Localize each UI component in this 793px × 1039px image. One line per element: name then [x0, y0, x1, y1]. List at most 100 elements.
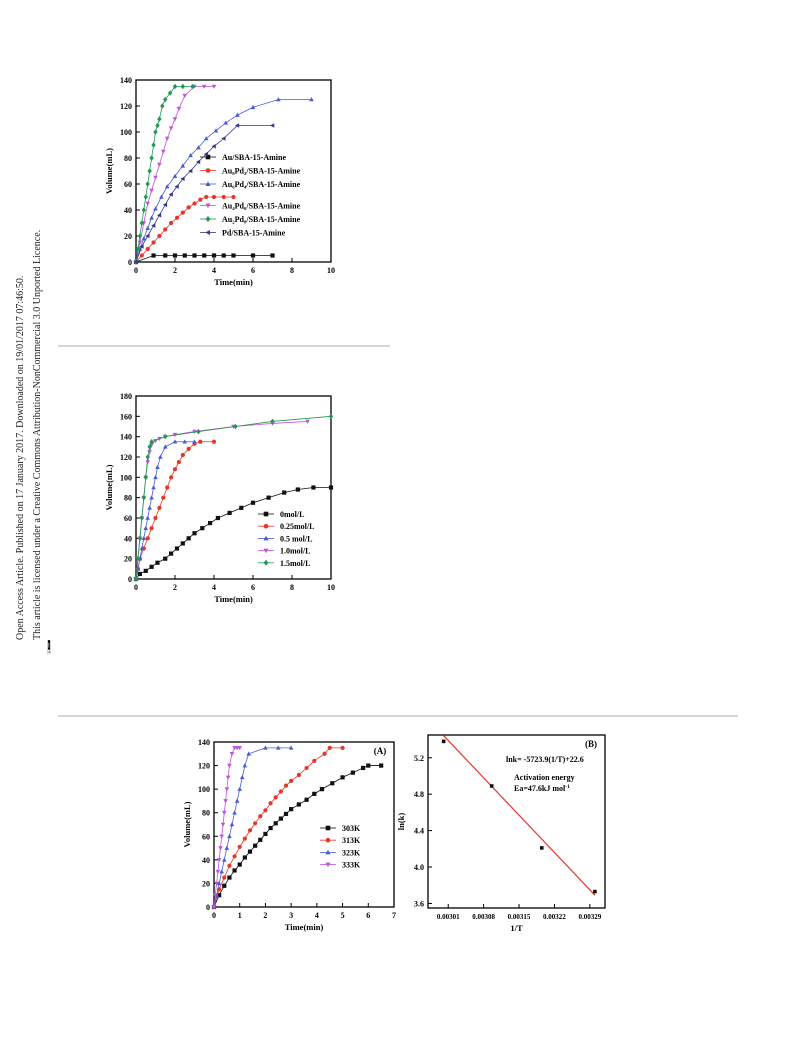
- data-point: [289, 807, 294, 812]
- x-tick-label: 4: [315, 911, 319, 920]
- x-tick-label: 0.00301: [437, 913, 460, 921]
- x-tick-label: 2: [263, 911, 267, 920]
- data-point: [223, 799, 228, 804]
- panel-label: (A): [374, 746, 387, 756]
- data-point: [203, 151, 208, 157]
- data-point: [180, 83, 186, 90]
- data-point: [231, 253, 236, 258]
- data-point: [196, 428, 201, 435]
- data-point: [135, 555, 141, 562]
- data-point: [311, 485, 316, 490]
- data-point: [212, 893, 218, 898]
- data-point: [278, 816, 283, 821]
- x-axis-label: 1/T: [510, 923, 523, 933]
- data-point: [282, 490, 287, 495]
- legend-label: Au₈Pd₂/SBA-15-Amine: [222, 167, 301, 176]
- plot-frame: [427, 734, 606, 909]
- x-tick-label: 6: [251, 583, 255, 592]
- data-point: [283, 811, 289, 816]
- x-axis-label: Time(min): [285, 922, 324, 932]
- legend-marker: [325, 862, 331, 868]
- legend-marker: [205, 229, 210, 236]
- data-point: [147, 444, 152, 450]
- data-point: [232, 868, 237, 873]
- data-point: [309, 97, 314, 102]
- data-point: [176, 106, 182, 112]
- data-point: [211, 143, 216, 149]
- data-point: [221, 253, 226, 258]
- cc-by-nc-badge-icon[interactable]: cc BY-NC: [7, 640, 91, 654]
- data-point: [143, 525, 149, 530]
- data-point: [233, 423, 238, 430]
- data-point: [169, 220, 174, 226]
- x-tick-label: 0: [134, 266, 138, 275]
- data-point: [202, 253, 207, 258]
- data-point: [172, 253, 178, 258]
- y-tick-label: 80: [124, 154, 132, 163]
- x-tick-label: 10: [327, 583, 335, 592]
- data-point: [145, 201, 151, 206]
- data-point: [186, 446, 191, 451]
- data-point: [242, 763, 248, 768]
- x-tick-label: 3: [289, 911, 293, 920]
- data-point: [319, 787, 325, 792]
- data-point: [149, 495, 154, 500]
- series-line: [135, 86, 214, 263]
- data-point: [174, 184, 179, 189]
- series-line: [135, 125, 273, 263]
- y-tick-label: 0: [206, 903, 210, 912]
- data-point: [312, 791, 317, 796]
- legend-label: 1.5mol/L: [280, 559, 310, 568]
- legend-marker: [263, 511, 269, 517]
- plot-frame: [213, 741, 395, 908]
- data-point: [143, 194, 148, 200]
- data-point: [155, 464, 160, 469]
- data-point: [296, 802, 301, 807]
- y-tick-label: 20: [202, 879, 210, 888]
- data-point: [250, 104, 256, 110]
- y-tick-label: 120: [120, 453, 132, 462]
- y-tick-label: 0: [128, 258, 132, 267]
- y-tick-label: 40: [124, 534, 132, 543]
- data-point: [153, 175, 158, 180]
- chart-panel-1: 0 20 40 60 80 100 120 140 0 2 4 6 8 10 Time(min) Volume…: [104, 76, 335, 287]
- fit-line: [443, 735, 596, 896]
- data-point: [361, 765, 366, 771]
- legend-marker: [205, 181, 211, 186]
- data-point: [229, 752, 235, 757]
- data-point: [227, 875, 232, 880]
- data-point: [153, 206, 158, 211]
- plot-frame: [135, 79, 332, 263]
- data-point: [145, 460, 151, 465]
- data-point: [168, 192, 173, 197]
- data-point: [288, 745, 294, 750]
- y-tick-label: 160: [120, 412, 132, 421]
- data-point: [141, 535, 147, 541]
- y-tick-label: 180: [120, 392, 132, 401]
- data-point: [253, 843, 258, 848]
- data-point: [151, 142, 156, 148]
- data-point: [221, 857, 227, 862]
- data-point: [174, 215, 180, 220]
- data-point: [141, 236, 147, 241]
- legend-label: 323K: [342, 848, 361, 857]
- data-point: [275, 745, 281, 750]
- y-tick-label: 140: [198, 738, 210, 747]
- legend-marker: [205, 168, 211, 173]
- x-tick-label: 7: [392, 911, 396, 920]
- data-point: [157, 233, 162, 239]
- data-point: [211, 253, 217, 258]
- data-point: [218, 846, 223, 851]
- legend-marker: [205, 154, 211, 160]
- legend-label: 0.5 mol/L: [280, 534, 312, 543]
- data-point: [145, 233, 150, 239]
- x-tick-label: 0: [212, 911, 216, 920]
- y-tick-label: 140: [120, 76, 132, 85]
- annotation-line: Ea=47.6kJ mol-1: [514, 784, 570, 793]
- data-point: [211, 439, 217, 444]
- data-point: [211, 905, 217, 910]
- y-tick-label: 60: [124, 180, 132, 189]
- data-point: [216, 881, 222, 886]
- y-tick-label: 80: [124, 494, 132, 503]
- data-point: [217, 893, 222, 898]
